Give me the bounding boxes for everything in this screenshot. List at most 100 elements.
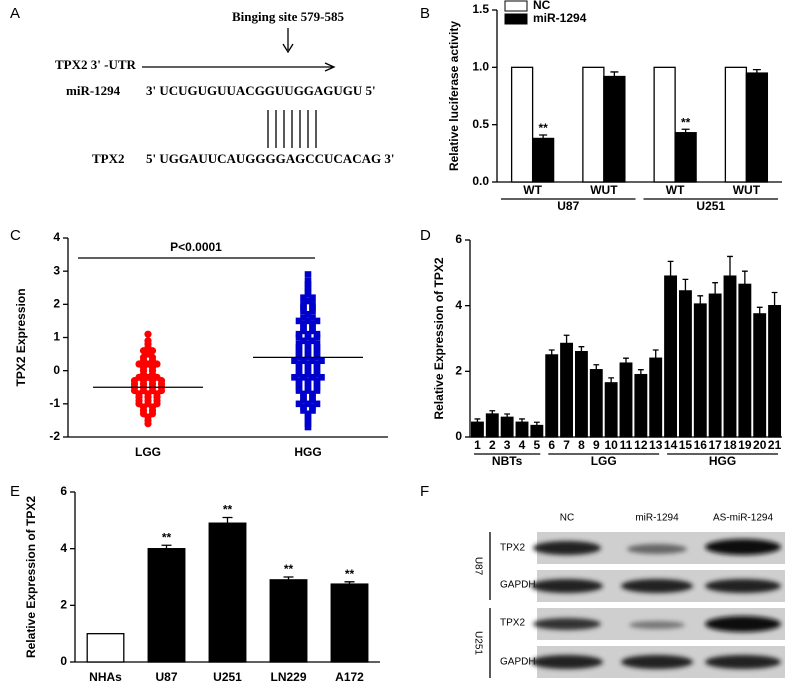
point (295, 380, 303, 388)
y-tick-label: 1 (53, 330, 60, 344)
comparison-label: P<0.0001 (170, 240, 222, 254)
bar (724, 66, 748, 183)
western-blot: NC miR-1294 AS-miR-1294 U87 U251 TPX2 GA… (472, 513, 785, 678)
point (304, 417, 312, 424)
point (304, 367, 312, 374)
x-tick-label: 4 (519, 438, 526, 452)
bar (678, 290, 692, 438)
point (157, 386, 166, 395)
point (295, 334, 303, 341)
x-tick-label: 18 (723, 438, 737, 452)
point (295, 387, 303, 394)
x-tick-label: 2 (489, 438, 496, 452)
bar (485, 413, 499, 438)
point (300, 374, 307, 381)
band (705, 616, 781, 632)
point (157, 380, 166, 388)
point (313, 317, 321, 325)
legend-label: miR-1294 (533, 11, 587, 25)
error-bar (578, 346, 585, 352)
point (304, 350, 312, 358)
y-tick-label: 6 (60, 484, 67, 498)
bar (745, 72, 769, 183)
point (304, 271, 312, 278)
point (313, 344, 321, 351)
x-tick-label: 21 (768, 438, 782, 452)
x-tick-label: 17 (708, 438, 722, 452)
point (304, 291, 312, 298)
bar (574, 350, 588, 438)
point (309, 307, 316, 315)
y-tick-label: 0 (53, 363, 60, 377)
point (300, 314, 307, 321)
annotation: ** (538, 121, 548, 135)
band (621, 655, 693, 669)
protein-label: GAPDH (500, 657, 536, 668)
bar (619, 362, 633, 438)
bar (653, 66, 676, 183)
x-tick-label: 3 (504, 438, 511, 452)
x-tick-label: LGG (135, 445, 161, 459)
legend-label: NC (533, 0, 551, 12)
lane-label: NC (560, 513, 574, 524)
bar (582, 66, 605, 183)
bar (531, 137, 555, 183)
site-arrow (282, 28, 294, 54)
point (304, 423, 312, 431)
bar (515, 421, 529, 438)
protein-label: TPX2 (500, 618, 525, 629)
bar (560, 342, 574, 438)
point (313, 377, 321, 384)
point (313, 334, 321, 341)
error-bar (504, 413, 511, 418)
point (304, 277, 312, 285)
annotation: ** (681, 115, 691, 129)
y-tick-label: 1.0 (472, 60, 489, 74)
bar (545, 354, 559, 438)
point (309, 301, 316, 308)
point (309, 304, 316, 311)
y-axis-label: Relative luciferase activity (447, 21, 461, 171)
bar (753, 313, 767, 438)
band (705, 579, 781, 593)
point (300, 304, 307, 311)
point (313, 360, 321, 368)
y-tick-label: 3 (53, 263, 60, 277)
point (300, 301, 307, 308)
x-tick-label: LN229 (270, 670, 306, 684)
point (309, 327, 316, 335)
x-tick-label: 12 (634, 438, 648, 452)
bar (723, 275, 737, 438)
point (304, 400, 312, 408)
binding-diagram: Binging site 579-585 TPX2 3' -UTR miR-12… (55, 9, 394, 166)
group-label: NBTs (492, 454, 523, 468)
x-tick-label: 10 (604, 438, 618, 452)
y-tick-label: 6 (455, 232, 462, 246)
error-bar (652, 349, 659, 359)
error-bar (548, 349, 555, 355)
bar (500, 416, 514, 438)
point (304, 297, 312, 305)
group-label: HGG (709, 454, 736, 468)
band (533, 618, 601, 630)
point (295, 364, 303, 371)
y-tick-label: -2 (49, 429, 60, 443)
x-tick-label: 7 (563, 438, 570, 452)
point (295, 347, 303, 355)
bar (530, 424, 544, 438)
point (300, 397, 307, 404)
point (304, 344, 312, 351)
error-bar (533, 421, 540, 426)
point (300, 337, 307, 345)
point (304, 420, 312, 428)
point (300, 327, 307, 335)
panel-label: A (10, 5, 20, 22)
point (295, 383, 303, 391)
point (313, 383, 321, 391)
point (295, 360, 303, 368)
x-tick-label: 1 (474, 438, 481, 452)
pairing-lines (267, 110, 317, 148)
point (300, 324, 307, 331)
error-bar (752, 68, 761, 74)
